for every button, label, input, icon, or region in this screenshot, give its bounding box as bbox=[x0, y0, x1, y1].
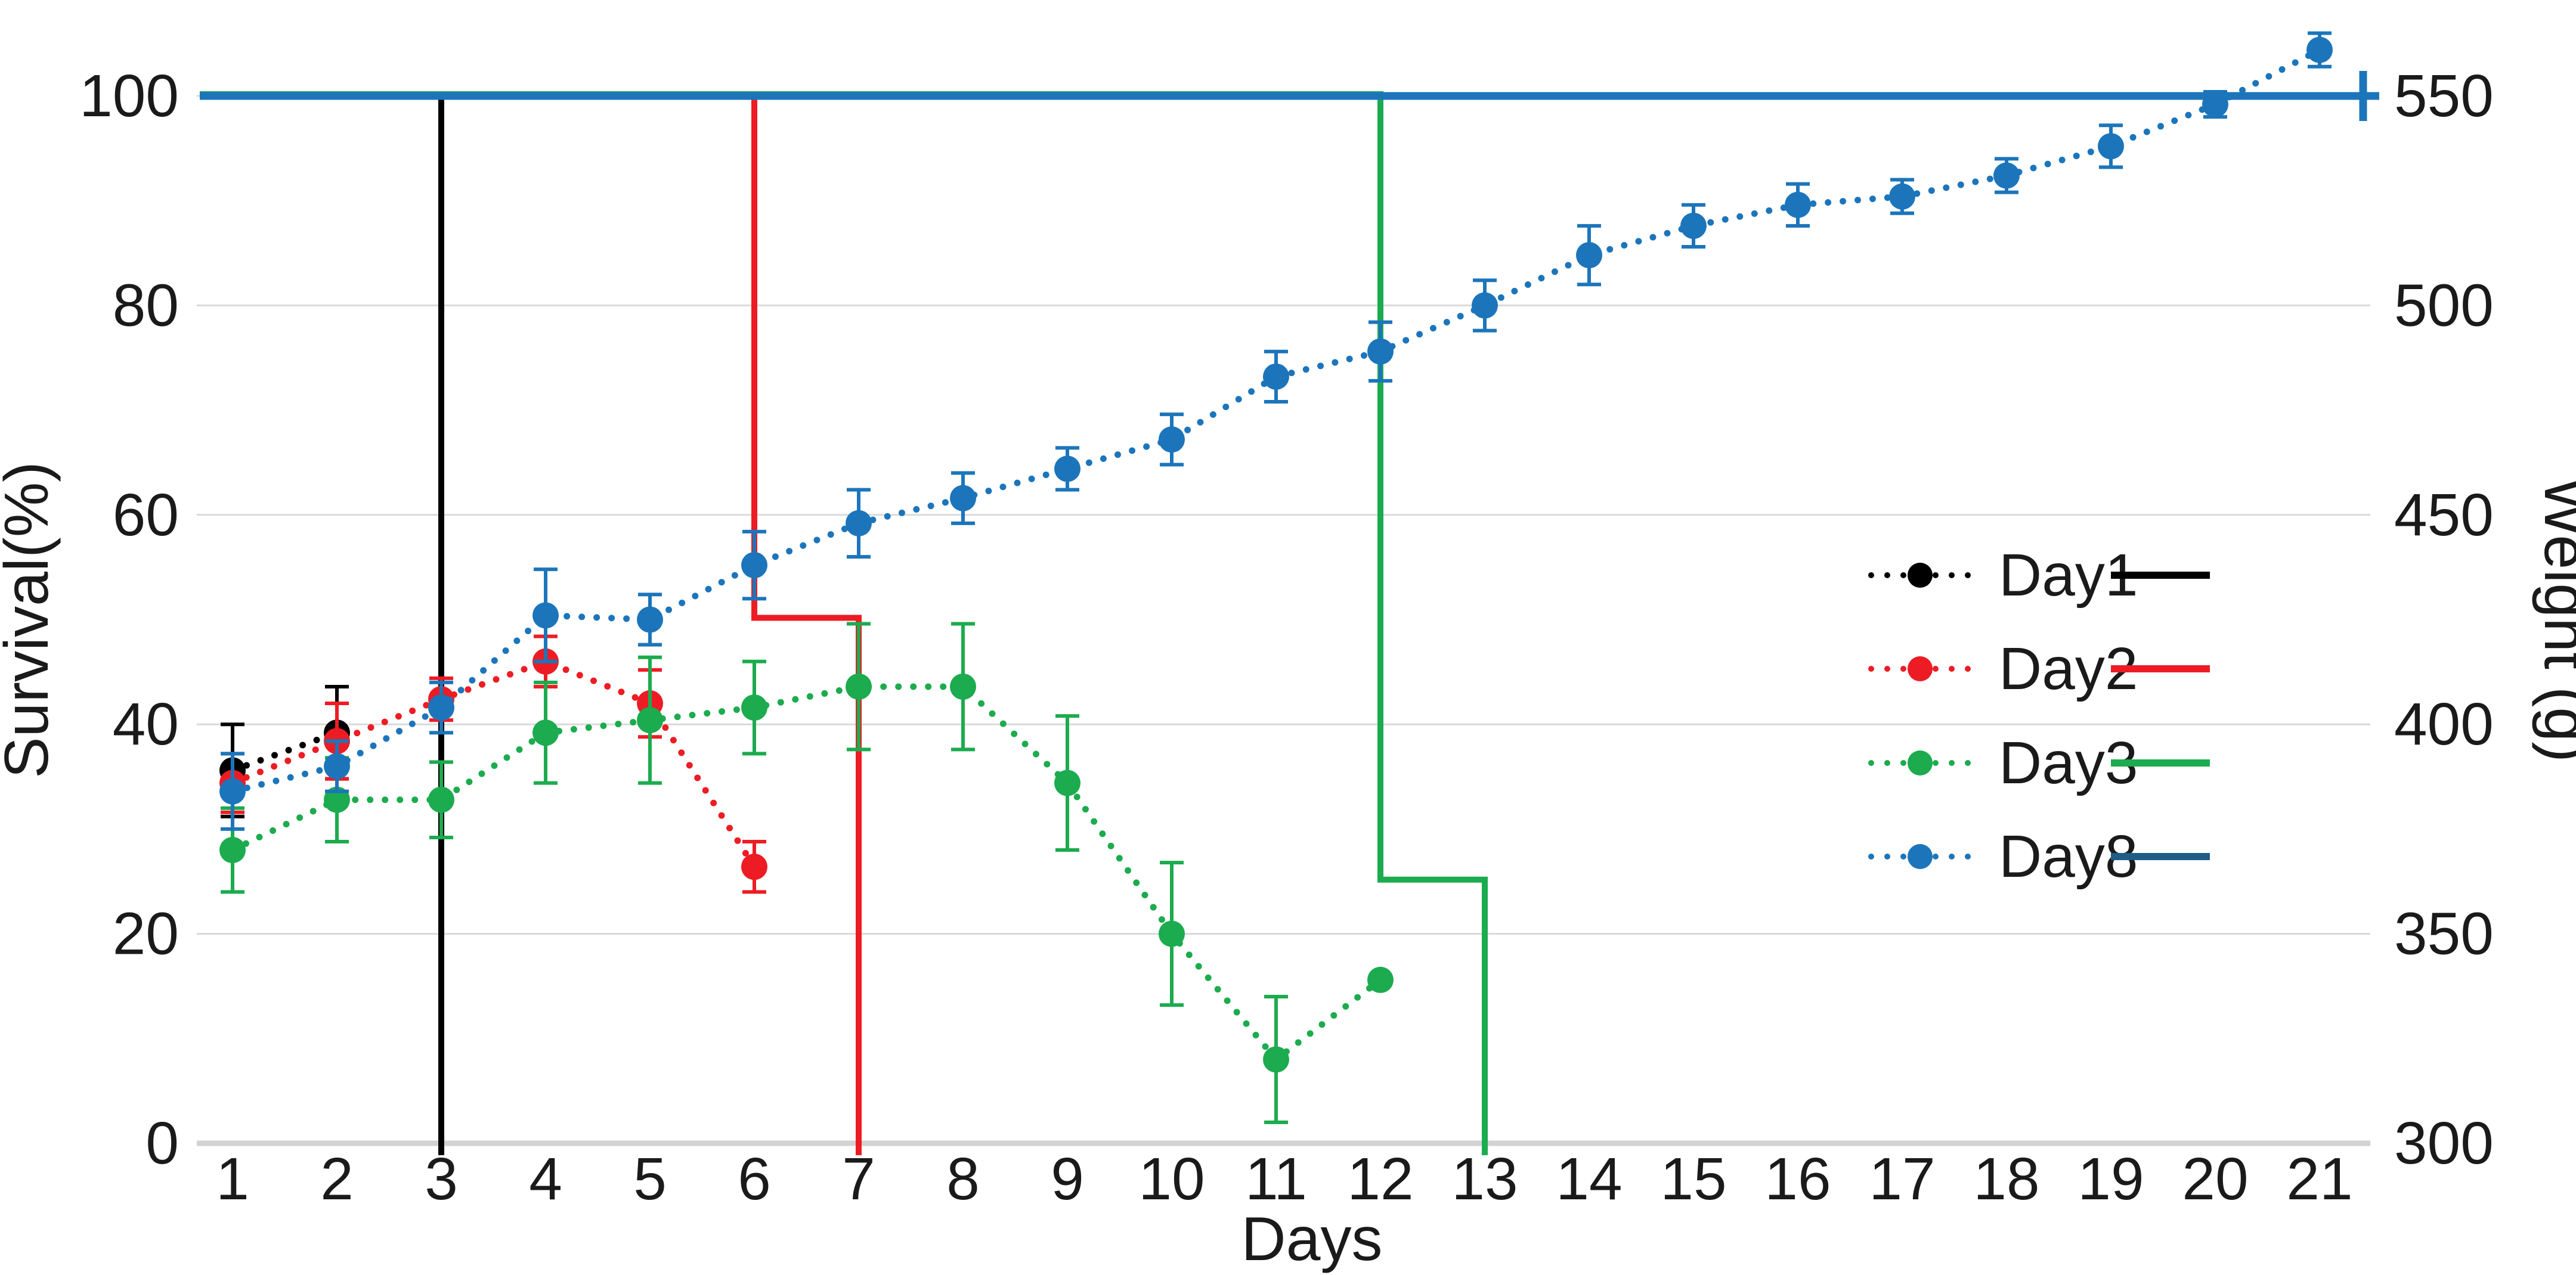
y-left-tick-100: 100 bbox=[79, 63, 179, 129]
y-left-tick-60: 60 bbox=[113, 482, 179, 548]
x-tick-3: 3 bbox=[425, 1146, 458, 1212]
survival-line-Day1 bbox=[200, 91, 444, 1155]
x-tick-6: 6 bbox=[738, 1146, 771, 1212]
legend-marker-Day3 bbox=[1908, 750, 1933, 775]
weight-series-Day8 bbox=[219, 31, 2333, 831]
y-axis-right-ticks: 550 500 450 400 350 300 bbox=[2394, 63, 2494, 1177]
marker-Day8-day9 bbox=[1054, 455, 1080, 482]
legend-marker-Day1 bbox=[1908, 563, 1933, 588]
marker-Day3-day11 bbox=[1263, 1046, 1289, 1073]
y-right-tick-550: 550 bbox=[2394, 63, 2494, 129]
marker-Day8-day14 bbox=[1576, 242, 1602, 269]
survival-series-Day8 bbox=[200, 71, 2379, 121]
marker-Day8-day3 bbox=[428, 694, 454, 721]
x-tick-10: 10 bbox=[1138, 1146, 1205, 1212]
x-tick-1: 1 bbox=[216, 1146, 249, 1212]
marker-Day3-day10 bbox=[1159, 920, 1185, 947]
marker-Day8-day16 bbox=[1785, 191, 1811, 218]
legend-item-Day1: Day1 bbox=[1868, 542, 2210, 609]
legend-item-Day2: Day2 bbox=[1868, 635, 2210, 702]
y-left-tick-40: 40 bbox=[113, 691, 179, 758]
marker-Day8-day11 bbox=[1263, 363, 1289, 390]
marker-Day3-day3 bbox=[428, 786, 454, 813]
marker-Day3-day9 bbox=[1054, 770, 1080, 796]
x-tick-18: 18 bbox=[1973, 1146, 2039, 1212]
legend-marker-Day8 bbox=[1908, 844, 1933, 869]
marker-Day3-day8 bbox=[950, 673, 976, 700]
x-tick-21: 21 bbox=[2286, 1146, 2352, 1212]
marker-Day2-day6 bbox=[741, 854, 767, 880]
marker-Day8-day12 bbox=[1367, 338, 1394, 365]
marker-Day8-day8 bbox=[950, 485, 976, 511]
marker-Day8-day5 bbox=[637, 606, 663, 633]
marker-Day8-day7 bbox=[846, 510, 872, 536]
gridlines bbox=[197, 95, 2370, 1146]
x-tick-17: 17 bbox=[1869, 1146, 1935, 1212]
x-tick-9: 9 bbox=[1051, 1146, 1084, 1212]
x-tick-13: 13 bbox=[1451, 1146, 1518, 1212]
x-tick-8: 8 bbox=[946, 1146, 980, 1212]
x-axis-ticks: 1 2 3 4 5 6 7 8 9 10 11 12 13 14 15 16 17 18 19 20 21 bbox=[216, 1146, 2352, 1212]
survival-line-Day3 bbox=[200, 91, 1488, 1155]
y-right-tick-300: 300 bbox=[2394, 1110, 2494, 1177]
marker-Day8-day10 bbox=[1159, 426, 1185, 453]
x-tick-20: 20 bbox=[2182, 1146, 2248, 1212]
x-tick-11: 11 bbox=[1245, 1146, 1307, 1212]
marker-Day3-day1 bbox=[219, 837, 246, 864]
y-right-tick-350: 350 bbox=[2394, 901, 2494, 967]
y-axis-left-title: Survival(%) bbox=[0, 461, 61, 778]
marker-Day8-day20 bbox=[2202, 91, 2228, 118]
x-tick-16: 16 bbox=[1764, 1146, 1831, 1212]
marker-Day8-day19 bbox=[2098, 133, 2124, 160]
survival-series-Day3 bbox=[200, 91, 1488, 1155]
marker-Day8-day2 bbox=[324, 753, 350, 780]
x-tick-14: 14 bbox=[1556, 1146, 1622, 1212]
x-tick-5: 5 bbox=[633, 1146, 667, 1212]
survival-series-Day1 bbox=[200, 91, 444, 1155]
weight-series-Day3 bbox=[219, 622, 1394, 1124]
marker-Day8-day4 bbox=[532, 602, 559, 629]
weight-line-Day3 bbox=[229, 683, 1384, 1065]
marker-Day3-day5 bbox=[637, 707, 663, 734]
marker-Day3-day2 bbox=[324, 786, 350, 813]
marker-Day3-day4 bbox=[532, 719, 559, 746]
survival-series-Day2 bbox=[200, 91, 862, 1155]
marker-Day3-day6 bbox=[741, 694, 767, 721]
weight-line-Day2 bbox=[229, 657, 758, 870]
legend: Day1 Day2 Day3 Day8 bbox=[1868, 542, 2210, 890]
y-axis-right-title: Weight (g) bbox=[2531, 477, 2576, 762]
y-left-tick-20: 20 bbox=[113, 901, 179, 967]
x-tick-4: 4 bbox=[529, 1146, 562, 1212]
x-tick-2: 2 bbox=[320, 1146, 354, 1212]
marker-Day8-day6 bbox=[741, 552, 767, 579]
legend-item-Day8: Day8 bbox=[1868, 823, 2210, 890]
x-tick-15: 15 bbox=[1660, 1146, 1726, 1212]
y-left-tick-0: 0 bbox=[145, 1110, 179, 1177]
legend-item-Day3: Day3 bbox=[1868, 730, 2210, 796]
marker-Day3-day12 bbox=[1367, 966, 1394, 993]
x-tick-12: 12 bbox=[1347, 1146, 1413, 1212]
y-axis-left-ticks: 100 80 60 40 20 0 bbox=[79, 63, 179, 1177]
weight-line-Day1 bbox=[229, 729, 340, 774]
legend-marker-Day2 bbox=[1908, 656, 1933, 681]
y-right-tick-500: 500 bbox=[2394, 272, 2494, 339]
marker-Day8-day18 bbox=[1993, 162, 2020, 189]
y-right-tick-400: 400 bbox=[2394, 691, 2494, 758]
marker-Day8-day21 bbox=[2306, 36, 2333, 63]
marker-Day8-day15 bbox=[1680, 212, 1707, 239]
x-axis-title: Days bbox=[1241, 1205, 1383, 1274]
marker-Day8-day1 bbox=[219, 778, 246, 805]
marker-Day8-day17 bbox=[1889, 183, 1915, 210]
y-left-tick-80: 80 bbox=[113, 272, 179, 339]
x-tick-19: 19 bbox=[2077, 1146, 2144, 1212]
survival-line-Day2 bbox=[200, 91, 862, 1155]
marker-Day8-day13 bbox=[1472, 292, 1498, 319]
y-right-tick-450: 450 bbox=[2394, 482, 2494, 548]
marker-Day3-day7 bbox=[846, 673, 872, 700]
x-tick-7: 7 bbox=[842, 1146, 875, 1212]
